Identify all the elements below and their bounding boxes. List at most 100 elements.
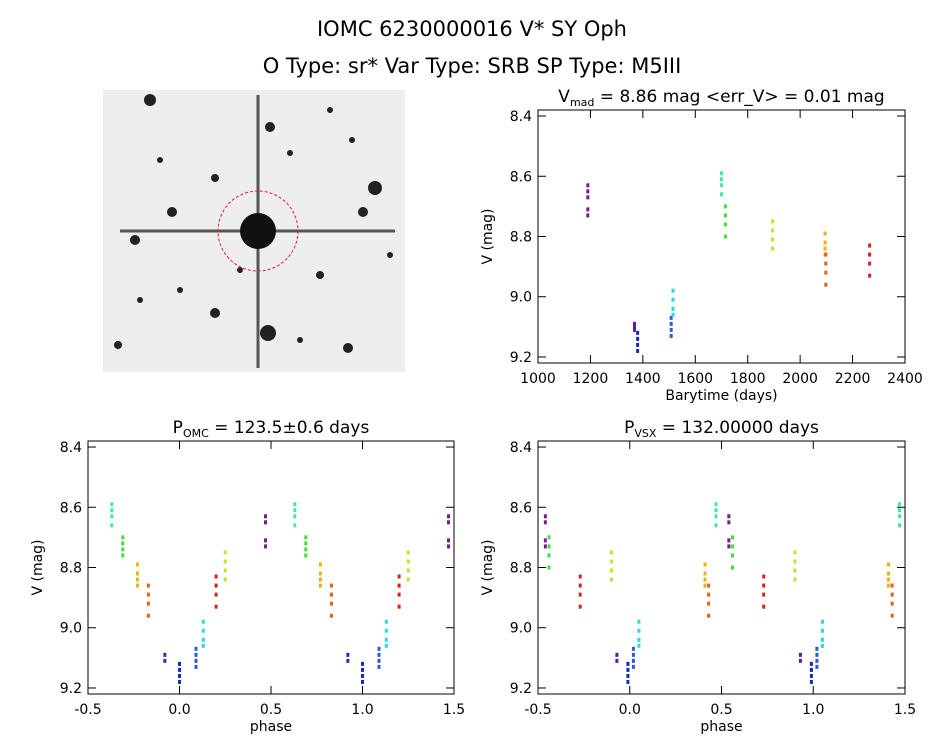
data-point (868, 252, 872, 257)
x-tick-label: 1.5 (894, 702, 916, 718)
data-point (820, 619, 824, 624)
data-point (361, 673, 364, 678)
data-point (406, 559, 410, 564)
data-point (361, 667, 364, 672)
data-point (214, 604, 218, 609)
y-tick-label: 8.6 (60, 500, 82, 516)
data-point (824, 270, 828, 275)
x-tick-label: 1000 (520, 371, 556, 387)
title-part: OMC (183, 427, 209, 440)
data-point (669, 327, 673, 332)
data-point (631, 652, 635, 657)
data-point (135, 583, 139, 588)
data-point (815, 652, 819, 657)
data-point (293, 523, 297, 528)
data-point (615, 652, 619, 657)
data-point (762, 592, 766, 597)
data-point (731, 553, 735, 558)
data-point (823, 246, 827, 251)
data-point (762, 583, 766, 588)
data-point (820, 637, 824, 642)
y-tick-label: 8.6 (510, 169, 532, 185)
title-part: = 132.00000 days (656, 418, 819, 438)
data-point (714, 523, 718, 528)
data-point (609, 559, 613, 564)
x-tick-label: 0.5 (710, 702, 732, 718)
data-point (384, 643, 388, 648)
x-tick-label: 1400 (625, 371, 661, 387)
data-point (731, 544, 735, 549)
x-tick-label: 1.0 (802, 702, 824, 718)
x-tick-label: -0.5 (74, 702, 101, 718)
x-tick-label: 2200 (835, 371, 871, 387)
data-point (201, 637, 205, 642)
data-point (820, 628, 824, 633)
data-point (626, 667, 630, 672)
data-point (890, 592, 894, 597)
data-point (110, 502, 114, 507)
data-point (720, 192, 723, 197)
data-point (201, 628, 205, 633)
data-point (264, 520, 268, 525)
data-point (329, 583, 333, 588)
data-point (703, 583, 707, 588)
data-point (632, 324, 636, 329)
data-point (264, 544, 268, 549)
data-point (547, 565, 551, 570)
data-point (793, 577, 797, 582)
x-tick-label: 0.0 (619, 702, 641, 718)
data-point (146, 601, 150, 606)
title-part: mad (570, 96, 594, 109)
data-point (586, 213, 590, 218)
data-point (214, 574, 218, 579)
data-point (714, 508, 718, 513)
data-point (637, 628, 641, 633)
data-point (329, 592, 333, 597)
data-point (669, 321, 673, 326)
data-point (707, 601, 711, 606)
title-part: P (624, 418, 634, 438)
data-point (547, 535, 551, 540)
data-point (384, 619, 388, 624)
data-point (201, 619, 205, 624)
data-point (586, 189, 590, 194)
y-axis-label: V (mag) (480, 208, 496, 264)
y-tick-label: 8.8 (510, 561, 532, 577)
data-point (897, 523, 901, 528)
data-point (547, 553, 551, 558)
data-point (543, 520, 547, 525)
data-point (637, 637, 641, 642)
data-point (793, 550, 797, 555)
stars (114, 94, 393, 353)
y-tick-label: 8.4 (510, 109, 532, 125)
data-point (727, 520, 731, 525)
x-axis-label: Barytime (days) (665, 388, 777, 404)
y-tick-label: 8.4 (510, 440, 532, 456)
y-tick-label: 8.8 (60, 561, 82, 577)
data-point (762, 604, 766, 609)
data-point (223, 568, 227, 573)
data-point (771, 246, 775, 251)
data-point (397, 583, 401, 588)
data-point (798, 652, 802, 657)
data-point (178, 679, 181, 684)
data-point (727, 538, 731, 543)
data-point (727, 544, 731, 549)
data-point (178, 667, 181, 672)
data-point (609, 568, 613, 573)
data-point (110, 514, 114, 519)
data-point (447, 520, 451, 525)
plot-frame (537, 440, 906, 695)
data-point (293, 508, 297, 513)
data-point (121, 535, 125, 540)
data-point (890, 613, 894, 618)
data-point (135, 562, 139, 567)
data-point (318, 577, 322, 582)
data-point (631, 658, 635, 663)
data-point (264, 538, 268, 543)
data-point (447, 538, 451, 543)
data-point (377, 646, 381, 651)
data-point (146, 592, 150, 597)
data-point (886, 571, 890, 576)
